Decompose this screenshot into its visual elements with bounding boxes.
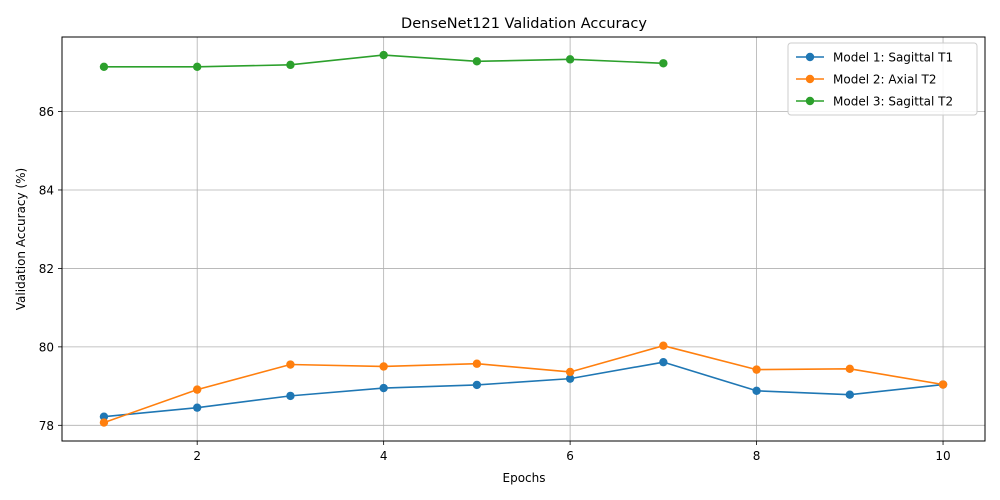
data-point bbox=[565, 374, 575, 383]
y-tick-label: 78 bbox=[39, 419, 54, 433]
data-point bbox=[286, 360, 295, 369]
data-point bbox=[379, 50, 388, 60]
x-tick-label: 4 bbox=[380, 449, 388, 463]
y-tick-label: 86 bbox=[39, 105, 54, 119]
x-tick-label: 8 bbox=[753, 449, 761, 463]
legend: Model 1: Sagittal T1 Model 2: Axial T2 Mod… bbox=[787, 42, 978, 116]
legend-box bbox=[787, 42, 978, 116]
data-point bbox=[379, 362, 388, 371]
x-tick-label: 10 bbox=[935, 449, 950, 463]
data-point bbox=[192, 62, 202, 72]
data-point bbox=[472, 57, 482, 66]
data-point bbox=[286, 391, 295, 401]
legend-swatch-marker bbox=[805, 52, 815, 62]
legend-label: Model 3: Sagittal T2 bbox=[833, 95, 953, 109]
data-point bbox=[659, 59, 668, 68]
data-point bbox=[379, 383, 388, 393]
y-tick-label: 80 bbox=[39, 340, 54, 354]
legend-item: Model 3: Sagittal T2 bbox=[796, 95, 953, 109]
x-axis-label: Epochs bbox=[503, 471, 546, 485]
data-point bbox=[845, 390, 855, 399]
series-layer bbox=[99, 50, 948, 427]
x-tick-label: 6 bbox=[566, 449, 574, 463]
legend-label: Model 2: Axial T2 bbox=[833, 73, 936, 87]
data-point bbox=[99, 62, 109, 72]
series-3 bbox=[99, 50, 668, 72]
data-point bbox=[192, 385, 202, 394]
data-point bbox=[565, 55, 575, 64]
chart-title: DenseNet121 Validation Accuracy bbox=[401, 16, 647, 32]
legend-item: Model 1: Sagittal T1 bbox=[796, 51, 953, 65]
data-point bbox=[192, 403, 202, 412]
data-point bbox=[752, 386, 761, 395]
data-point bbox=[659, 341, 668, 350]
data-point bbox=[659, 357, 668, 367]
data-point bbox=[99, 412, 109, 421]
series-2 bbox=[99, 341, 948, 427]
legend-swatch-marker bbox=[805, 96, 815, 106]
plot-frame bbox=[61, 36, 986, 442]
data-point bbox=[565, 367, 575, 377]
y-axis-label: Validation Accuracy (%) bbox=[14, 168, 28, 310]
data-point bbox=[472, 380, 482, 390]
legend-item: Model 2: Axial T2 bbox=[796, 73, 936, 87]
data-point bbox=[845, 364, 855, 374]
data-point bbox=[472, 359, 482, 368]
data-point bbox=[938, 380, 948, 389]
y-tick-label: 84 bbox=[39, 183, 54, 197]
data-point bbox=[752, 365, 761, 374]
x-tick-label: 2 bbox=[193, 449, 201, 463]
y-tick-label: 82 bbox=[39, 262, 54, 276]
ticks: 2 4 6 8 10 78 80 82 84 86 bbox=[39, 105, 951, 463]
legend-label: Model 1: Sagittal T1 bbox=[833, 51, 953, 65]
series-line bbox=[103, 361, 944, 418]
data-point bbox=[286, 60, 295, 70]
legend-swatch-marker bbox=[805, 74, 815, 84]
series-line bbox=[103, 344, 944, 424]
data-point bbox=[99, 418, 109, 427]
